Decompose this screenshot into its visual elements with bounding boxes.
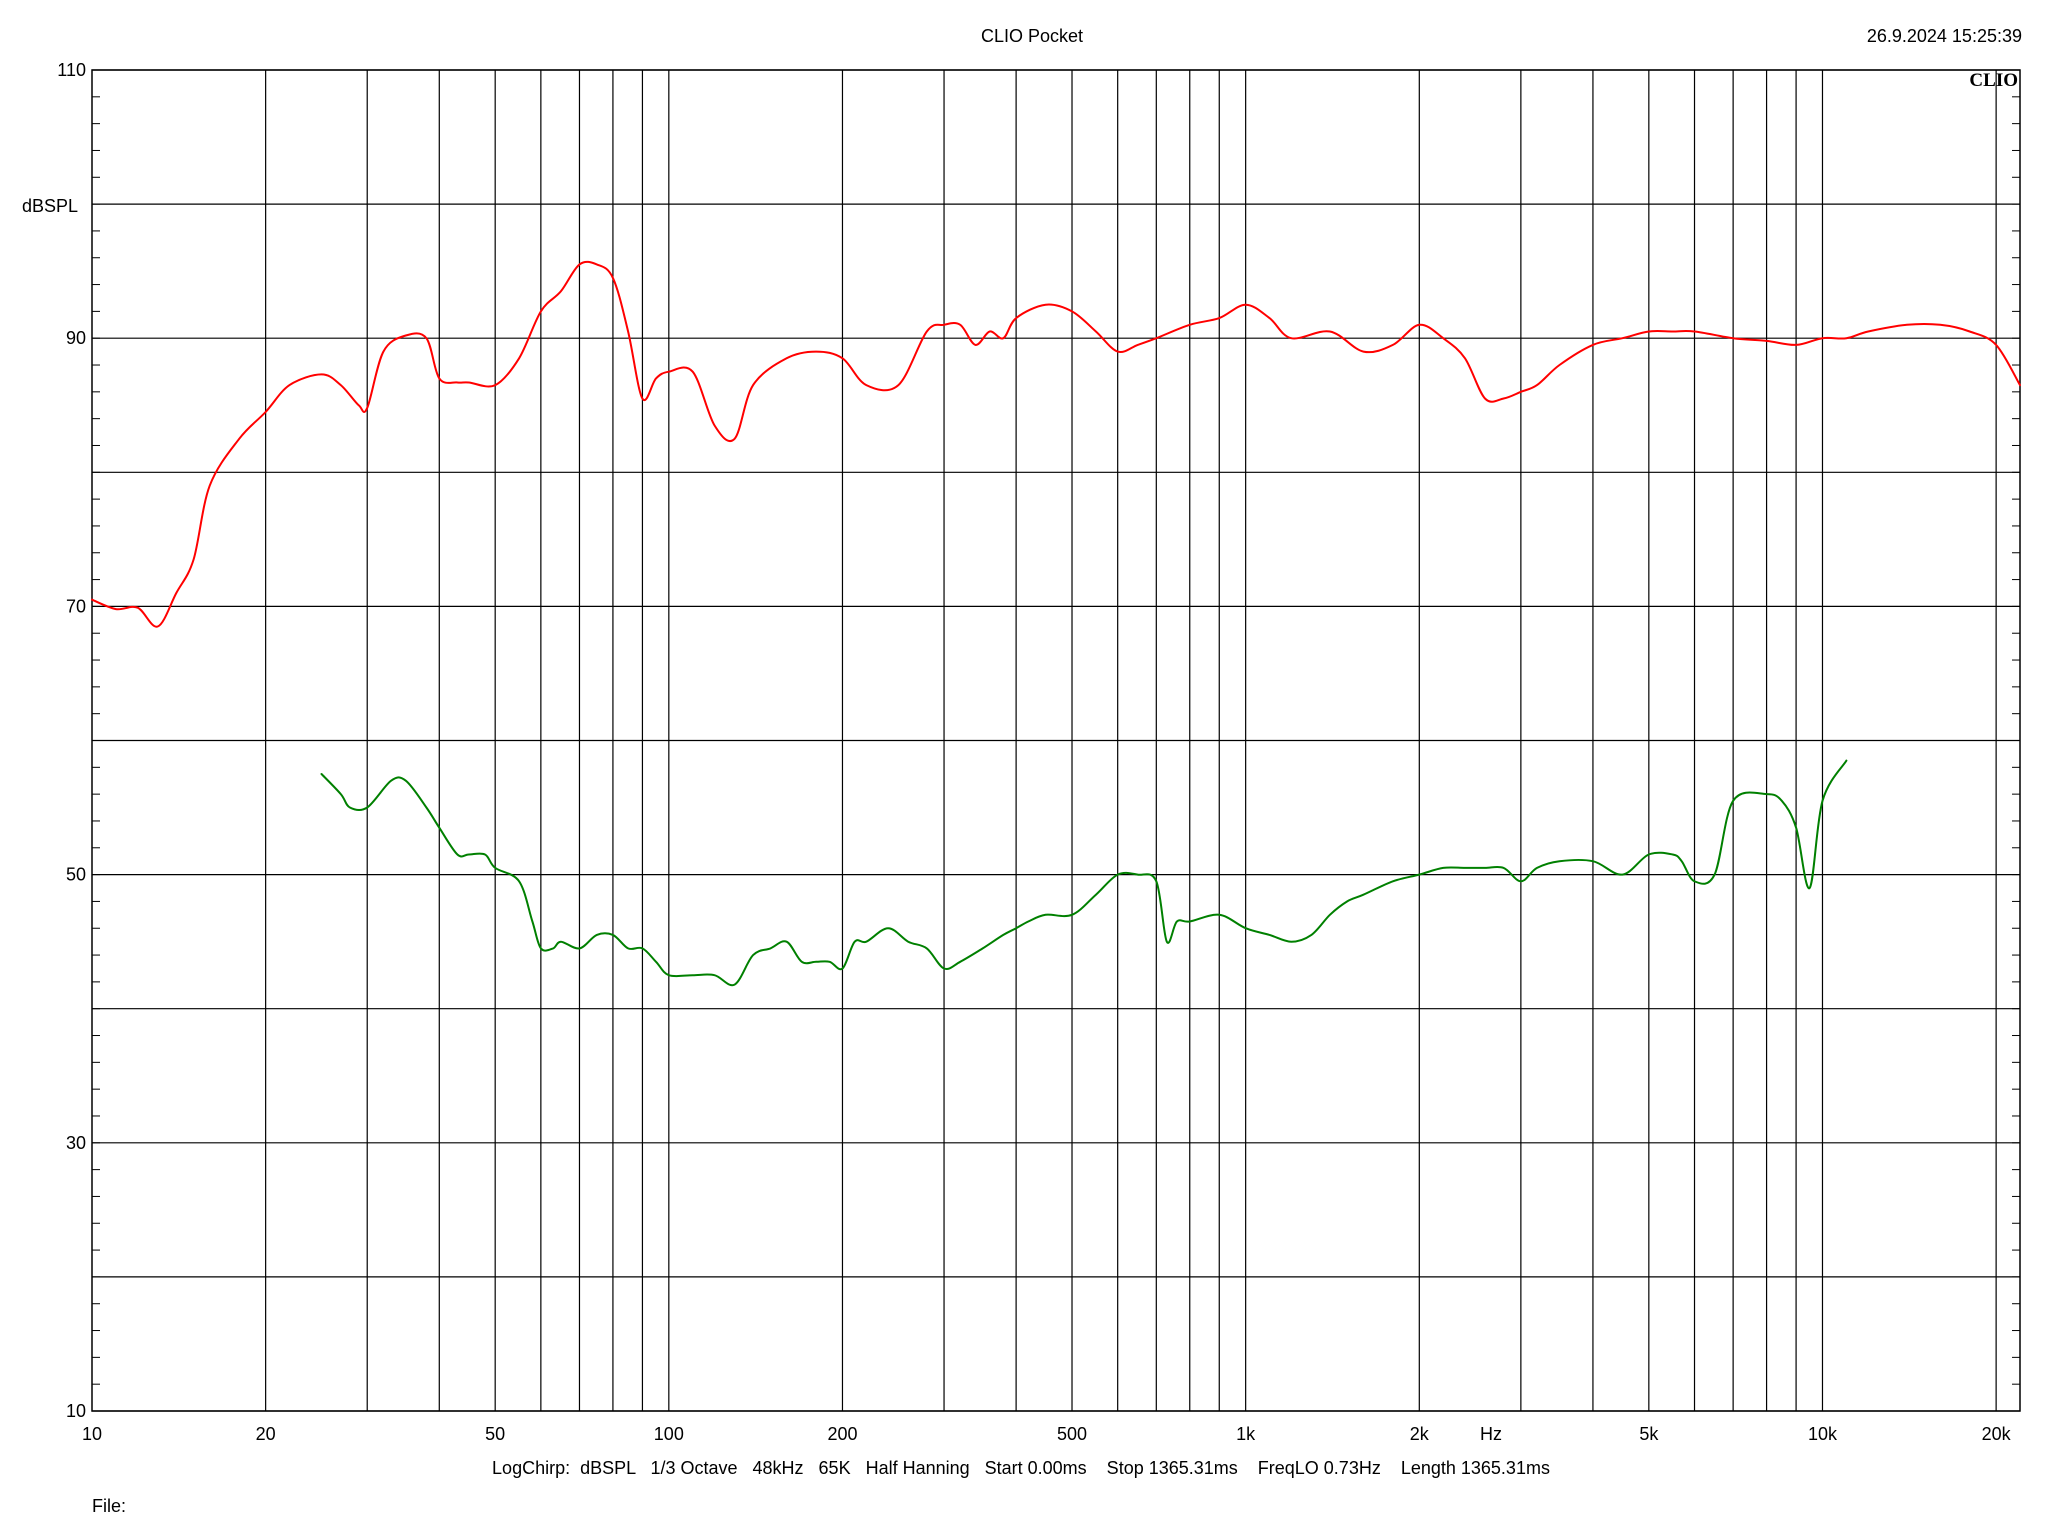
x-tick-label: 10 [82,1424,102,1444]
file-label: File: [92,1496,126,1516]
y-tick-label: 110 [57,60,86,80]
minor-ticks [92,69,2020,1412]
plot-grid [92,69,2020,1412]
x-tick-label: 200 [827,1424,857,1444]
x-tick-label: 10k [1808,1424,1838,1444]
series-line-1 [91,260,2021,628]
y-tick-label: 10 [66,1401,86,1421]
x-tick-label: 500 [1057,1424,1087,1444]
x-tick-labels: 10 20 50 100 200 500 1k 2k 5k 10k 20k [82,1424,2012,1444]
y-tick-label: 30 [66,1133,86,1153]
x-tick-label: 20k [1982,1424,2012,1444]
y-tick-labels: 110 90 70 50 30 10 [57,60,86,1421]
y-tick-label: 70 [66,596,86,616]
x-tick-label: 50 [485,1424,505,1444]
clio-logo: CLIO [1969,70,2018,91]
x-tick-label: 20 [256,1424,276,1444]
x-tick-label: 5k [1639,1424,1659,1444]
y-tick-label: 50 [66,865,86,885]
y-tick-label: 90 [66,328,86,348]
x-tick-label: 1k [1236,1424,1256,1444]
x-tick-label: 100 [654,1424,684,1444]
x-axis-label: Hz [1480,1424,1502,1444]
measurement-settings: LogChirp: dBSPL 1/3 Octave 48kHz 65K Hal… [492,1458,1550,1478]
x-tick-label: 2k [1410,1424,1430,1444]
chart-title: CLIO Pocket [981,26,1083,46]
series-lines [91,260,2021,987]
y-axis-label: dBSPL [22,196,78,216]
series-line-2 [320,759,1848,987]
timestamp: 26.9.2024 15:25:39 [1867,26,2022,46]
